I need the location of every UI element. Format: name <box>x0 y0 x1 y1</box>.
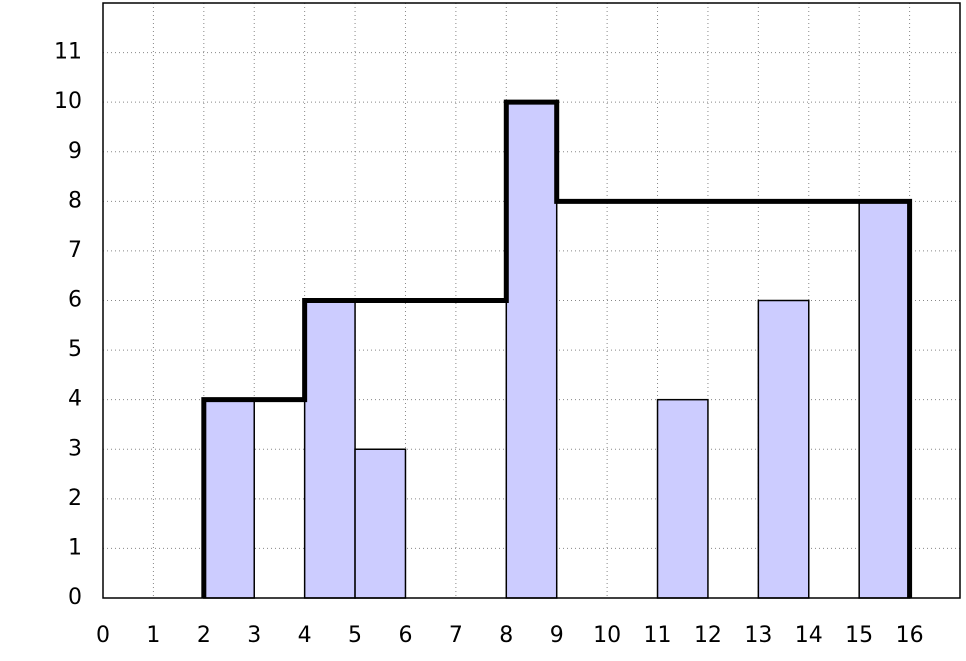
bar <box>303 299 356 599</box>
x-tick-label: 7 <box>449 623 463 648</box>
step-line <box>201 99 913 598</box>
bar <box>203 398 255 599</box>
x-tick-label: 10 <box>593 623 621 648</box>
y-tick-label: 6 <box>68 288 82 313</box>
x-tick-label: 0 <box>96 623 110 648</box>
x-tick-label: 8 <box>499 623 513 648</box>
bar <box>505 101 558 599</box>
x-tick-label: 16 <box>896 623 924 648</box>
step-line-group <box>201 99 913 598</box>
y-tick-label: 11 <box>54 40 82 65</box>
y-tick-label: 5 <box>68 337 82 362</box>
x-tick-label: 6 <box>398 623 412 648</box>
x-tick-label: 1 <box>146 623 160 648</box>
bars <box>203 101 911 599</box>
y-tick-label: 4 <box>68 387 82 412</box>
x-tick-label: 15 <box>845 623 873 648</box>
y-tick-label: 1 <box>68 535 82 560</box>
y-tick-label: 7 <box>68 238 82 263</box>
y-tick-label: 8 <box>68 188 82 213</box>
x-tick-label: 12 <box>694 623 722 648</box>
plot-border <box>102 2 961 599</box>
y-tick-label: 9 <box>68 139 82 164</box>
x-tick-label: 9 <box>550 623 564 648</box>
x-tick-label: 14 <box>795 623 823 648</box>
y-tick-label: 2 <box>68 486 82 511</box>
bar <box>757 299 810 599</box>
x-tick-label: 11 <box>644 623 672 648</box>
bar <box>656 398 709 599</box>
x-tick-label: 2 <box>197 623 211 648</box>
bar <box>858 200 911 599</box>
y-tick-label: 10 <box>54 89 82 114</box>
y-tick-label: 0 <box>68 585 82 610</box>
bar <box>354 448 407 599</box>
x-tick-label: 5 <box>348 623 362 648</box>
x-tick-label: 4 <box>298 623 312 648</box>
y-tick-label: 3 <box>68 436 82 461</box>
x-tick-label: 3 <box>247 623 261 648</box>
x-tick-label: 13 <box>744 623 772 648</box>
